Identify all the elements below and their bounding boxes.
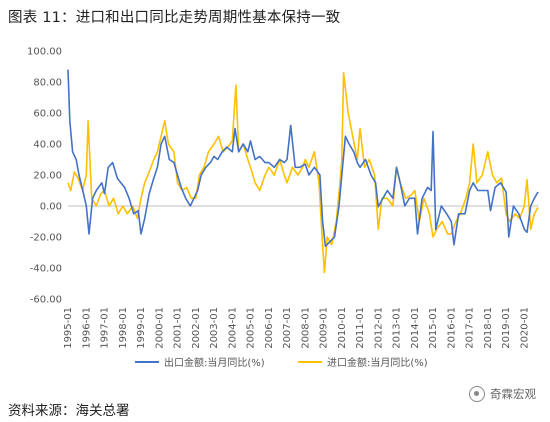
x-tick-label: 2016-01 — [446, 307, 457, 349]
x-tick-label: 1996-01 — [81, 307, 92, 349]
figure-title: 图表 11：进口和出口同比走势周期性基本保持一致 — [8, 10, 341, 26]
x-tick-label: 2011-01 — [355, 307, 366, 349]
x-tick-label: 1995-01 — [63, 307, 74, 349]
x-tick-label: 2001-01 — [173, 307, 184, 349]
x-tick-label: 1999-01 — [136, 307, 147, 349]
x-tick-label: 2019-01 — [501, 307, 512, 349]
x-tick-label: 2014-01 — [410, 307, 421, 349]
y-tick-label: 0.00 — [40, 202, 62, 213]
y-tick-label: -40.00 — [30, 264, 62, 275]
x-tick-label: 2015-01 — [428, 307, 439, 349]
legend-swatch-export — [135, 360, 159, 363]
x-tick-label: 2007-01 — [282, 307, 293, 349]
x-tick-label: 2009-01 — [319, 307, 330, 349]
y-axis: 100.00 80.00 60.00 40.00 20.00 0.00 -20.00 -40.… — [27, 47, 538, 306]
x-tick-label: 2002-01 — [191, 307, 202, 349]
legend-label-export: 出口金额:当月同比(%) — [164, 358, 265, 369]
wechat-official-account-icon — [469, 386, 485, 402]
brand-name: 奇霖宏观 — [490, 387, 536, 401]
x-tick-label: 1998-01 — [118, 307, 129, 349]
source-note: 资料来源：海关总署 — [8, 403, 130, 419]
y-tick-label: -60.00 — [30, 295, 62, 306]
legend-entry-export: 出口金额:当月同比(%) — [135, 354, 265, 369]
series-line-export — [67, 69, 539, 248]
x-tick-label: 2010-01 — [337, 307, 348, 349]
legend-swatch-import — [298, 360, 322, 363]
x-tick-label: 2020-01 — [519, 307, 530, 349]
x-axis: 1995-01 1996-01 1997-01 1998-01 1999-01 2000-… — [63, 307, 530, 349]
y-tick-label: 100.00 — [27, 47, 62, 58]
series-lines — [67, 69, 539, 274]
x-tick-label: 2003-01 — [209, 307, 220, 349]
x-tick-label: 2013-01 — [392, 307, 403, 349]
x-tick-label: 1997-01 — [100, 307, 111, 349]
x-tick-label: 2012-01 — [373, 307, 384, 349]
y-tick-label: 40.00 — [33, 140, 62, 151]
x-tick-label: 2004-01 — [227, 307, 238, 349]
x-tick-label: 2000-01 — [154, 307, 165, 349]
legend-label-import: 进口金额:当月同比(%) — [327, 358, 428, 369]
y-tick-label: 80.00 — [33, 78, 62, 89]
x-tick-label: 2008-01 — [300, 307, 311, 349]
y-tick-label: 60.00 — [33, 109, 62, 120]
x-tick-label: 2017-01 — [465, 307, 476, 349]
x-tick-label: 2018-01 — [483, 307, 494, 349]
series-line-import — [67, 71, 539, 274]
y-tick-label: -20.00 — [30, 233, 62, 244]
x-tick-label: 2005-01 — [246, 307, 257, 349]
y-tick-label: 20.00 — [33, 171, 62, 182]
brand-watermark: 奇霖宏观 — [469, 386, 536, 402]
x-tick-label: 2006-01 — [264, 307, 275, 349]
legend-entry-import: 进口金额:当月同比(%) — [298, 354, 428, 369]
